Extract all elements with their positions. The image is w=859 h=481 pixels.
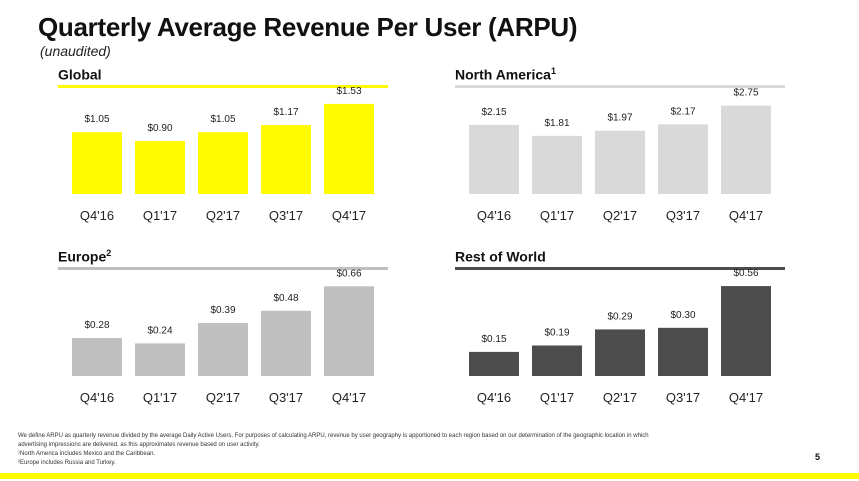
- europe-bar-3: [198, 323, 248, 376]
- chart-title-europe: Europe2: [58, 248, 112, 265]
- global-value-label-1: $1.05: [84, 114, 109, 125]
- rest-of-world-bar-3: [595, 329, 645, 376]
- north-america-value-label-4: $2.17: [670, 106, 695, 117]
- footnote-definition-continued: advertising impressions are delivered, a…: [18, 442, 260, 448]
- global-value-label-2: $0.90: [147, 123, 172, 134]
- rest-of-world-value-label-2: $0.19: [544, 327, 569, 338]
- page-subtitle: (unaudited): [40, 43, 111, 59]
- global-bar-2: [135, 141, 185, 194]
- page-title: Quarterly Average Revenue Per User (ARPU…: [38, 12, 578, 42]
- global-chart: Global $1.05 Q4'16 $0.90 Q1'17 $1.05 Q2'17 $1.…: [58, 66, 388, 236]
- global-category-label-3: Q2'17: [206, 208, 240, 223]
- north-america-value-label-5: $2.75: [733, 88, 758, 99]
- europe-bar-2: [135, 343, 185, 376]
- rest-of-world-value-label-5: $0.56: [733, 268, 758, 279]
- europe-value-label-2: $0.24: [147, 325, 172, 336]
- europe-bar-1: [72, 337, 122, 376]
- europe-bar-chart: $0.28 Q4'16 $0.24 Q1'17 $0.39 Q2'17 $0.48 Q3'17…: [72, 268, 374, 405]
- brand-bottom-bar: [0, 473, 859, 479]
- page-number: 5: [815, 452, 821, 462]
- europe-bar-5: [324, 286, 374, 376]
- north-america-bar-2: [532, 135, 582, 194]
- global-category-label-2: Q1'17: [143, 208, 177, 223]
- north-america-category-label-5: Q4'17: [729, 208, 763, 223]
- rest-of-world-bar-5: [721, 286, 771, 376]
- chart-title-global: Global: [58, 66, 102, 83]
- rest-of-world-value-label-4: $0.30: [670, 310, 695, 321]
- europe-value-label-5: $0.66: [336, 268, 361, 279]
- north-america-bar-3: [595, 130, 645, 194]
- europe-chart: Europe2 $0.28 Q4'16 $0.24 Q1'17 $0.39 Q2'17 $0…: [58, 248, 388, 418]
- north-america-category-label-2: Q1'17: [540, 208, 574, 223]
- footnote-definition: We define ARPU as quarterly revenue divi…: [18, 433, 649, 439]
- global-bar-chart: $1.05 Q4'16 $0.90 Q1'17 $1.05 Q2'17 $1.17 Q3'17…: [72, 86, 374, 223]
- north-america-bar-chart: $2.15 Q4'16 $1.81 Q1'17 $1.97 Q2'17 $2.17 Q3'17…: [469, 88, 771, 223]
- north-america-category-label-1: Q4'16: [477, 208, 511, 223]
- chart-rule-rest-of-world: [455, 267, 785, 270]
- global-bar-3: [198, 132, 248, 194]
- rest-of-world-bar-2: [532, 345, 582, 376]
- rest-of-world-category-label-4: Q3'17: [666, 390, 700, 405]
- europe-category-label-3: Q2'17: [206, 390, 240, 405]
- rest-of-world-value-label-1: $0.15: [481, 334, 506, 345]
- rest-of-world-chart: Rest of World $0.15 Q4'16 $0.19 Q1'17 $0.29 Q…: [455, 248, 785, 418]
- europe-bar-4: [261, 310, 311, 376]
- north-america-bar-4: [658, 124, 708, 194]
- global-bar-4: [261, 125, 311, 194]
- north-america-value-label-2: $1.81: [544, 118, 569, 129]
- global-category-label-4: Q3'17: [269, 208, 303, 223]
- europe-category-label-2: Q1'17: [143, 390, 177, 405]
- north-america-value-label-3: $1.97: [607, 113, 632, 124]
- north-america-chart: North America1 $2.15 Q4'16 $1.81 Q1'17 $1.97…: [455, 66, 785, 236]
- rest-of-world-category-label-2: Q1'17: [540, 390, 574, 405]
- north-america-category-label-4: Q3'17: [666, 208, 700, 223]
- footnote-1: ¹North America includes Mexico and the C…: [18, 451, 156, 457]
- chart-title-north-america: North America1: [455, 66, 556, 83]
- global-category-label-1: Q4'16: [80, 208, 114, 223]
- global-category-label-5: Q4'17: [332, 208, 366, 223]
- north-america-bar-5: [721, 105, 771, 194]
- chart-rule-global: [58, 85, 388, 88]
- footnotes: We define ARPU as quarterly revenue divi…: [18, 432, 778, 468]
- rest-of-world-category-label-3: Q2'17: [603, 390, 637, 405]
- chart-rule-europe: [58, 267, 388, 270]
- europe-value-label-3: $0.39: [210, 305, 235, 316]
- global-bar-1: [72, 132, 122, 194]
- chart-title-rest-of-world: Rest of World: [455, 248, 546, 265]
- europe-category-label-4: Q3'17: [269, 390, 303, 405]
- europe-value-label-4: $0.48: [273, 293, 298, 304]
- north-america-value-label-1: $2.15: [481, 107, 506, 118]
- rest-of-world-bar-chart: $0.15 Q4'16 $0.19 Q1'17 $0.29 Q2'17 $0.30 Q3'17…: [469, 268, 771, 405]
- global-value-label-3: $1.05: [210, 114, 235, 125]
- global-bar-5: [324, 103, 374, 194]
- north-america-bar-1: [469, 124, 519, 194]
- rest-of-world-value-label-3: $0.29: [607, 311, 632, 322]
- rest-of-world-category-label-1: Q4'16: [477, 390, 511, 405]
- global-value-label-5: $1.53: [336, 86, 361, 97]
- rest-of-world-category-label-5: Q4'17: [729, 390, 763, 405]
- chart-rule-north-america: [455, 85, 785, 88]
- rest-of-world-bar-1: [469, 351, 519, 376]
- rest-of-world-bar-4: [658, 327, 708, 376]
- europe-value-label-1: $0.28: [84, 320, 109, 331]
- footnote-2: ²Europe includes Russia and Turkey.: [18, 460, 116, 466]
- europe-category-label-5: Q4'17: [332, 390, 366, 405]
- north-america-category-label-3: Q2'17: [603, 208, 637, 223]
- europe-category-label-1: Q4'16: [80, 390, 114, 405]
- global-value-label-4: $1.17: [273, 107, 298, 118]
